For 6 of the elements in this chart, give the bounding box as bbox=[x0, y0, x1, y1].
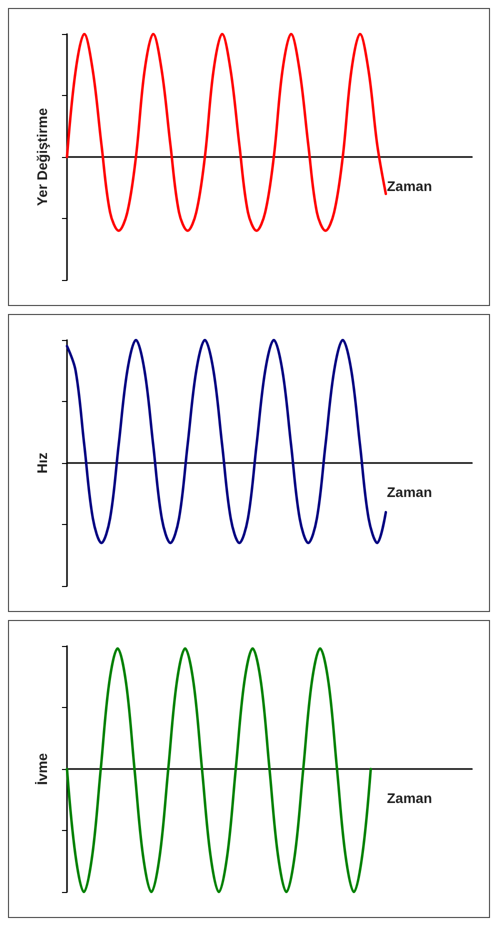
y-axis-title: İvme bbox=[34, 752, 50, 785]
y-axis-title: Hız bbox=[34, 452, 50, 474]
x-axis-title: Zaman bbox=[386, 178, 432, 194]
x-axis-title: Zaman bbox=[386, 790, 432, 806]
x-axis-title: Zaman bbox=[386, 484, 432, 500]
y-axis-title: Yer Değiştirme bbox=[34, 108, 50, 206]
